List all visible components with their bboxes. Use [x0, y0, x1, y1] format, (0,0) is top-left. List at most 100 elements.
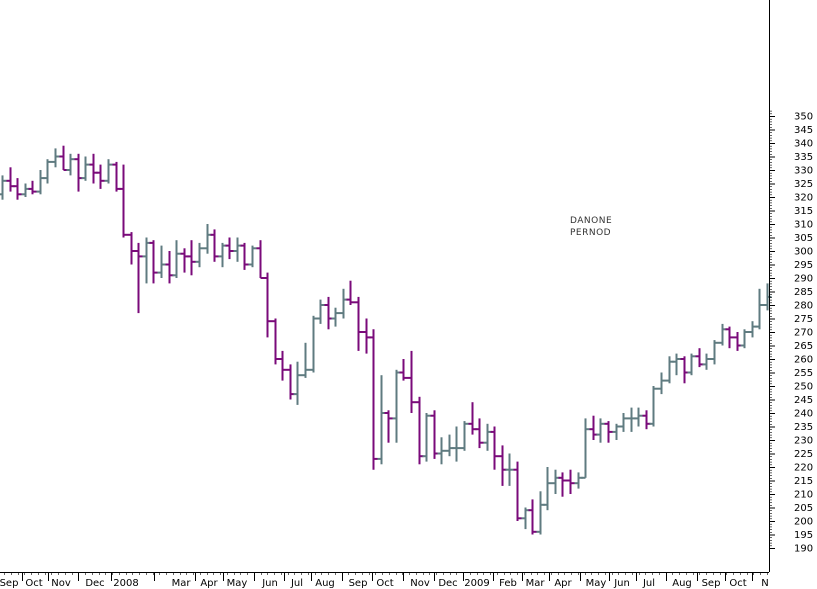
- y-tick-label: 295: [794, 260, 813, 271]
- ohlc-bar: [346, 280, 355, 305]
- ohlc-bar: [513, 461, 522, 521]
- ohlc-bar: [445, 434, 454, 457]
- ohlc-bar: [119, 164, 128, 238]
- ohlc-bar: [627, 407, 636, 432]
- x-tick-label: Jul: [642, 578, 655, 589]
- y-tick-label: 195: [794, 530, 813, 541]
- ohlc-bar: [286, 364, 295, 400]
- ohlc-bar: [551, 469, 560, 494]
- ohlc-bar: [740, 329, 749, 349]
- ohlc-bar: [452, 426, 461, 462]
- x-tick-label: Feb: [499, 578, 517, 589]
- ohlc-bar: [566, 469, 575, 494]
- ohlc-bar: [407, 350, 416, 413]
- ohlc-bar: [733, 332, 742, 351]
- ohlc-bar: [657, 372, 666, 395]
- ohlc-bar: [210, 229, 219, 262]
- ohlc-bar: [498, 445, 507, 486]
- ohlc-bar: [377, 375, 386, 465]
- ohlc-bar: [43, 159, 52, 184]
- ohlc-bar: [763, 283, 772, 311]
- annotation-danone: DANONE: [570, 216, 612, 226]
- y-tick-label: 340: [794, 139, 813, 150]
- ohlc-bar: [665, 356, 674, 384]
- ohlc-bar: [543, 467, 552, 511]
- ohlc-bar: [149, 240, 158, 284]
- ohlc-bar: [695, 348, 704, 368]
- ohlc-bar: [718, 323, 727, 346]
- x-tick-label: Jul: [290, 578, 303, 589]
- x-tick-label: Sep: [349, 578, 368, 589]
- ohlc-bar: [240, 242, 249, 270]
- ohlc-bar: [218, 242, 227, 268]
- x-tick-label: Oct: [25, 578, 42, 589]
- ohlc-bar: [81, 156, 90, 181]
- ohlc-bar: [142, 237, 151, 284]
- ohlc-bar: [558, 472, 567, 497]
- ohlc-bar: [324, 296, 333, 330]
- ohlc-bar: [256, 240, 265, 279]
- ohlc-bar: [89, 153, 98, 184]
- ohlc-bar: [278, 350, 287, 381]
- ohlc-bar: [369, 329, 378, 470]
- y-tick-label: 280: [794, 301, 813, 312]
- y-tick-label: 235: [794, 422, 813, 433]
- ohlc-bar: [362, 318, 371, 354]
- y-tick-label: 255: [794, 368, 813, 379]
- ohlc-bar: [28, 180, 37, 195]
- y-tick-label: 205: [794, 503, 813, 514]
- y-tick-label: 250: [794, 382, 813, 393]
- annotation-pernod: PERNOD: [570, 228, 611, 238]
- x-tick-label: Apr: [200, 578, 218, 589]
- ohlc-bar: [21, 183, 30, 197]
- y-tick-label: 315: [794, 206, 813, 217]
- y-tick-label: 265: [794, 341, 813, 352]
- ohlc-bar: [172, 240, 181, 278]
- x-tick-label: Jun: [261, 578, 278, 589]
- ohlc-bar: [59, 145, 68, 171]
- ohlc-bar: [96, 164, 105, 189]
- ohlc-bar: [589, 415, 598, 440]
- x-tick-label: Nov: [410, 578, 430, 589]
- y-tick-label: 285: [794, 287, 813, 298]
- x-tick-label: May: [227, 578, 248, 589]
- ohlc-bar: [51, 148, 60, 168]
- ohlc-bar: [483, 423, 492, 451]
- ohlc-bar: [680, 356, 689, 384]
- ohlc-bar: [748, 321, 757, 338]
- ohlc-bar: [725, 326, 734, 349]
- ohlc-bar: [331, 307, 340, 327]
- ohlc-bar: [505, 453, 514, 486]
- y-tick-label: 240: [794, 409, 813, 420]
- x-tick-label: N: [761, 578, 768, 589]
- x-tick-label: Oct: [729, 578, 746, 589]
- ohlc-bar: [127, 232, 136, 265]
- ohlc-bar: [596, 418, 605, 443]
- ohlc-bar: [490, 426, 499, 470]
- x-tick-label: Mar: [526, 578, 546, 589]
- ohlc-bar: [574, 472, 583, 489]
- y-tick-label: 190: [794, 544, 813, 555]
- ohlc-bar: [755, 288, 764, 330]
- y-tick-label: 330: [794, 166, 813, 177]
- x-tick-label: Dec: [85, 578, 104, 589]
- ohlc-bar: [157, 245, 166, 278]
- ohlc-bar: [536, 491, 545, 535]
- ohlc-bar: [460, 421, 469, 451]
- x-tick-label: Oct: [376, 578, 393, 589]
- ohlc-bar: [437, 437, 446, 465]
- y-tick-label: 245: [794, 395, 813, 406]
- y-tick-label: 230: [794, 436, 813, 447]
- ohlc-bar: [134, 242, 143, 314]
- price-bars: [0, 145, 772, 535]
- ohlc-bar: [13, 178, 22, 200]
- ohlc-bar: [702, 353, 711, 370]
- ohlc-bar: [710, 340, 719, 365]
- ohlc-bar: [422, 413, 431, 462]
- ohlc-bar: [225, 237, 234, 260]
- ohlc-bar: [687, 353, 696, 376]
- y-tick-label: 275: [794, 314, 813, 325]
- x-tick-label: Sep: [0, 578, 18, 589]
- ohlc-bar: [248, 245, 257, 268]
